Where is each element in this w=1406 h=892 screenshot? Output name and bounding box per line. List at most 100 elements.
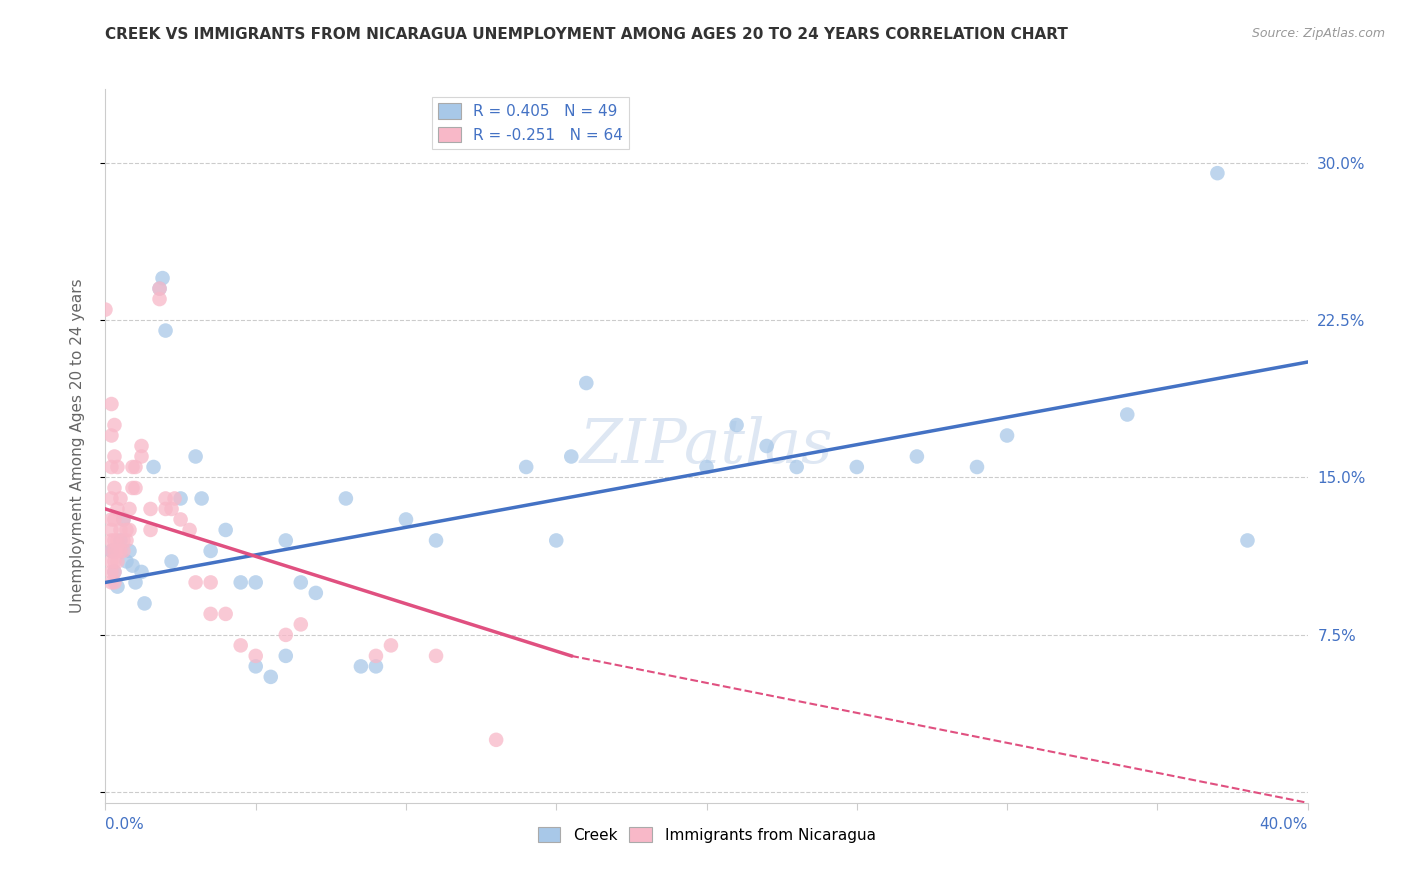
Point [100, 460, 122, 475]
Point [103, 512, 125, 526]
Point [245, 659, 267, 673]
Point [103, 417, 125, 432]
Point [200, 607, 222, 621]
Point [115, 533, 138, 548]
Point [100, 544, 122, 558]
Point [124, 481, 146, 495]
Point [260, 670, 283, 684]
Point [100, 554, 122, 568]
Point [755, 439, 778, 453]
Point [155, 324, 177, 338]
Point [100, 533, 122, 548]
Point [350, 659, 373, 673]
Point [190, 491, 212, 506]
Point [229, 575, 252, 590]
Point [110, 544, 132, 558]
Point [103, 450, 125, 464]
Point [103, 533, 125, 548]
Point [169, 512, 191, 526]
Point [100, 397, 122, 411]
Point [229, 639, 252, 653]
Point [200, 544, 222, 558]
Point [103, 565, 125, 579]
Point [290, 575, 312, 590]
Point [155, 502, 177, 516]
Text: 40.0%: 40.0% [1260, 817, 1308, 832]
Point [179, 523, 201, 537]
Point [169, 491, 191, 506]
Point [274, 533, 297, 548]
Point [103, 554, 125, 568]
Point [425, 648, 447, 663]
Point [335, 491, 357, 506]
Point [103, 481, 125, 495]
Point [290, 617, 312, 632]
Text: Source: ZipAtlas.com: Source: ZipAtlas.com [1251, 27, 1385, 40]
Point [139, 523, 162, 537]
Point [1116, 408, 1139, 422]
Point [121, 481, 143, 495]
Point [115, 554, 138, 568]
Point [184, 575, 207, 590]
Text: CREEK VS IMMIGRANTS FROM NICARAGUA UNEMPLOYMENT AMONG AGES 20 TO 24 YEARS CORREL: CREEK VS IMMIGRANTS FROM NICARAGUA UNEMP… [105, 27, 1069, 42]
Point [148, 282, 170, 296]
Point [107, 580, 129, 594]
Point [160, 502, 183, 516]
Point [575, 376, 598, 390]
Point [1236, 533, 1258, 548]
Point [546, 533, 568, 548]
Point [115, 523, 138, 537]
Point [118, 523, 141, 537]
Point [274, 628, 297, 642]
Point [107, 554, 129, 568]
Point [148, 282, 170, 296]
Point [118, 502, 141, 516]
Point [184, 450, 207, 464]
Point [163, 491, 186, 506]
Point [245, 575, 267, 590]
Point [155, 491, 177, 506]
Point [905, 450, 928, 464]
Point [100, 523, 122, 537]
Point [245, 648, 267, 663]
Point [107, 460, 129, 475]
Point [380, 639, 402, 653]
Point [112, 512, 135, 526]
Point [966, 460, 988, 475]
Point [214, 607, 236, 621]
Point [100, 491, 122, 506]
Point [134, 596, 156, 610]
Point [148, 292, 170, 306]
Point [110, 491, 132, 506]
Point [94, 302, 117, 317]
Point [107, 533, 129, 548]
Point [112, 512, 135, 526]
Text: ZIPatlas: ZIPatlas [579, 416, 834, 476]
Point [112, 544, 135, 558]
Point [121, 460, 143, 475]
Point [152, 271, 174, 285]
Point [107, 544, 129, 558]
Point [103, 544, 125, 558]
Point [131, 450, 153, 464]
Point [214, 523, 236, 537]
Point [118, 544, 141, 558]
Point [845, 460, 868, 475]
Point [696, 460, 718, 475]
Point [124, 575, 146, 590]
Point [131, 439, 153, 453]
Point [100, 428, 122, 442]
Point [395, 512, 418, 526]
Point [142, 460, 165, 475]
Point [364, 648, 387, 663]
Point [100, 575, 122, 590]
Point [786, 460, 808, 475]
Point [100, 544, 122, 558]
Point [112, 533, 135, 548]
Point [485, 732, 508, 747]
Point [425, 533, 447, 548]
Point [110, 533, 132, 548]
Point [1206, 166, 1229, 180]
Point [100, 512, 122, 526]
Point [139, 502, 162, 516]
